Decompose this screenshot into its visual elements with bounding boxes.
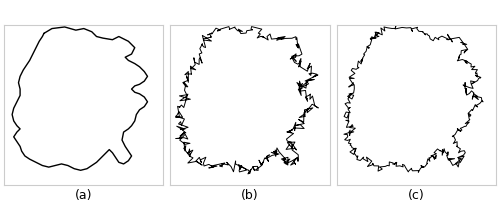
Polygon shape bbox=[176, 27, 318, 174]
Polygon shape bbox=[344, 22, 483, 172]
X-axis label: (b): (b) bbox=[241, 189, 259, 202]
X-axis label: (c): (c) bbox=[408, 189, 424, 202]
X-axis label: (a): (a) bbox=[75, 189, 92, 202]
Polygon shape bbox=[12, 27, 147, 170]
